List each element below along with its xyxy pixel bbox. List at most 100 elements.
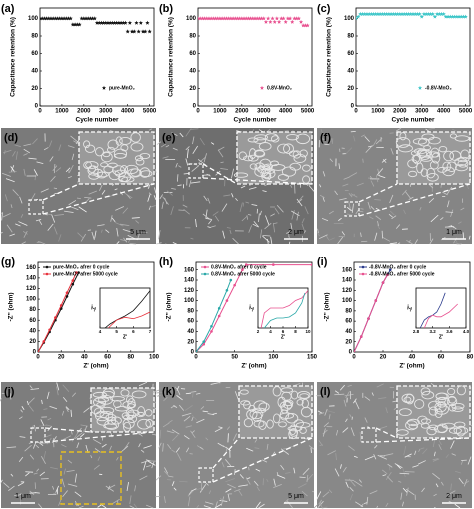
texture: [1, 212, 3, 221]
texture: [148, 205, 151, 210]
star-point: [62, 16, 67, 21]
star-point: [285, 16, 290, 21]
zoom-texture: [233, 172, 249, 178]
texture: [171, 481, 175, 487]
texture: [21, 406, 25, 411]
texture: [6, 224, 13, 233]
panel-label: (i): [317, 256, 328, 268]
x-tick-label: 5: [115, 329, 118, 334]
texture: [34, 492, 40, 494]
y-tick-label: 40: [345, 329, 352, 335]
texture: [175, 447, 180, 453]
zoom-texture: [434, 401, 447, 413]
legend-marker: [361, 265, 365, 269]
star-point: [123, 20, 128, 25]
texture: [27, 397, 35, 405]
zoom-texture: [292, 150, 302, 159]
texture: [338, 217, 342, 222]
star-point: [408, 11, 413, 16]
texture: [159, 194, 164, 200]
zoom-texture: [434, 408, 443, 418]
zoom-texture: [301, 398, 309, 409]
texture: [215, 501, 218, 509]
zoom-texture: [280, 387, 294, 393]
zoom-texture: [130, 168, 141, 177]
texture: [192, 145, 199, 154]
texture: [183, 172, 190, 175]
sem-image: (e) 2 μm: [156, 128, 315, 245]
texture: [11, 165, 15, 172]
texture: [234, 488, 241, 492]
line-point: [202, 342, 206, 346]
line-point: [59, 304, 63, 307]
texture: [370, 206, 375, 211]
texture: [35, 444, 40, 449]
texture: [77, 232, 84, 239]
texture: [320, 128, 324, 135]
zoom-texture: [443, 150, 455, 162]
texture: [321, 218, 329, 222]
y-tick-label: 80: [345, 308, 352, 314]
zoom-texture: [130, 132, 141, 143]
x-tick-label: 6: [282, 329, 285, 334]
texture: [374, 232, 378, 241]
texture: [23, 230, 28, 238]
star-point: [441, 11, 446, 16]
texture: [8, 485, 15, 492]
texture: [47, 223, 54, 231]
texture: [37, 441, 44, 446]
texture: [225, 478, 235, 483]
texture: [160, 143, 167, 148]
texture: [290, 222, 293, 230]
texture: [348, 478, 356, 487]
series-line: [108, 311, 150, 328]
texture: [254, 447, 260, 449]
texture: [203, 195, 208, 202]
texture: [158, 230, 161, 240]
texture: [50, 175, 56, 182]
texture: [43, 147, 49, 151]
texture: [432, 472, 441, 480]
star-point: [211, 16, 216, 21]
star-point: [103, 20, 108, 25]
texture: [62, 384, 70, 392]
star-point: [391, 11, 396, 16]
texture: [225, 448, 228, 453]
texture: [67, 459, 73, 464]
texture: [397, 242, 401, 245]
panel-label: (d): [4, 132, 18, 144]
y-axis-label: Capacitance retention (%): [326, 17, 333, 97]
texture: [389, 210, 395, 216]
texture: [251, 204, 258, 206]
texture: [179, 480, 188, 483]
texture: [143, 445, 152, 449]
texture: [171, 132, 178, 137]
star-point: [448, 14, 453, 19]
x-axis-label: Cycle number: [76, 117, 119, 124]
zoom-texture: [140, 170, 153, 178]
texture: [188, 489, 193, 495]
star-point: [226, 16, 231, 21]
texture: [58, 234, 62, 242]
texture: [339, 384, 345, 391]
texture: [428, 127, 435, 130]
texture: [220, 161, 224, 164]
texture: [326, 235, 330, 240]
texture: [324, 143, 330, 146]
y-tick-label: 60: [189, 51, 196, 57]
texture: [163, 496, 166, 503]
texture: [463, 478, 468, 487]
texture: [458, 221, 462, 224]
texture: [61, 444, 67, 448]
star-point: [268, 19, 273, 24]
texture: [288, 241, 291, 245]
texture: [156, 391, 164, 394]
texture: [207, 197, 211, 204]
zoom-texture: [455, 164, 468, 172]
texture: [138, 381, 148, 387]
star-point: [395, 11, 400, 16]
texture: [162, 156, 169, 159]
x-tick-label: 5000: [301, 109, 315, 115]
x-tick-label: 2000: [393, 109, 407, 115]
